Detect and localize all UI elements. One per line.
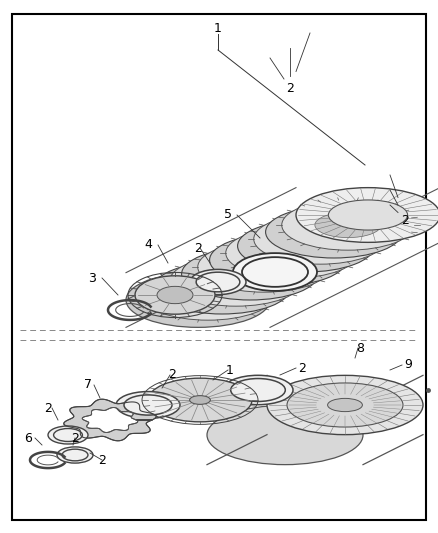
Ellipse shape [142,270,274,320]
Ellipse shape [135,276,215,314]
Ellipse shape [57,447,93,463]
Ellipse shape [282,200,414,250]
Ellipse shape [190,395,210,405]
Ellipse shape [233,253,317,291]
Text: 2: 2 [71,432,79,445]
Text: 3: 3 [88,271,96,285]
Ellipse shape [223,375,293,405]
Text: 1: 1 [214,21,222,35]
Text: 2: 2 [194,241,202,254]
Ellipse shape [267,375,423,434]
Ellipse shape [247,248,309,272]
Ellipse shape [62,449,88,461]
Text: 9: 9 [404,359,412,372]
Ellipse shape [175,282,241,308]
Text: 6: 6 [24,432,32,445]
Ellipse shape [116,392,180,418]
Polygon shape [64,399,156,441]
Ellipse shape [210,234,346,286]
Text: 1: 1 [226,364,234,376]
Ellipse shape [287,227,353,252]
Text: 5: 5 [224,208,232,222]
Text: 4: 4 [144,238,152,252]
Ellipse shape [203,269,269,294]
Ellipse shape [182,248,318,300]
Ellipse shape [303,220,365,244]
Ellipse shape [126,273,270,327]
Ellipse shape [154,262,290,314]
Ellipse shape [157,286,193,304]
Ellipse shape [259,240,325,265]
Ellipse shape [242,257,308,287]
Ellipse shape [231,254,297,280]
Ellipse shape [287,383,403,427]
Ellipse shape [191,276,253,300]
Ellipse shape [231,378,285,401]
Text: 2: 2 [98,454,106,466]
Ellipse shape [315,213,381,238]
Text: 8: 8 [356,342,364,354]
Ellipse shape [190,269,246,295]
Text: 7: 7 [84,378,92,392]
Text: 2: 2 [298,361,306,375]
Text: 2: 2 [44,401,52,415]
Text: 2: 2 [286,82,294,94]
Ellipse shape [48,426,88,444]
Ellipse shape [296,188,438,243]
Ellipse shape [328,200,408,230]
Ellipse shape [265,206,403,258]
Ellipse shape [275,235,337,257]
Ellipse shape [124,395,172,415]
Text: 2: 2 [168,368,176,382]
Ellipse shape [148,378,252,422]
Ellipse shape [254,214,386,264]
Ellipse shape [207,406,363,465]
Text: 2: 2 [401,214,409,227]
Ellipse shape [198,242,330,292]
Ellipse shape [226,228,358,278]
Ellipse shape [196,272,240,292]
Ellipse shape [328,398,362,411]
Ellipse shape [237,220,374,272]
Ellipse shape [53,429,82,441]
Ellipse shape [170,256,302,306]
Ellipse shape [219,262,281,286]
